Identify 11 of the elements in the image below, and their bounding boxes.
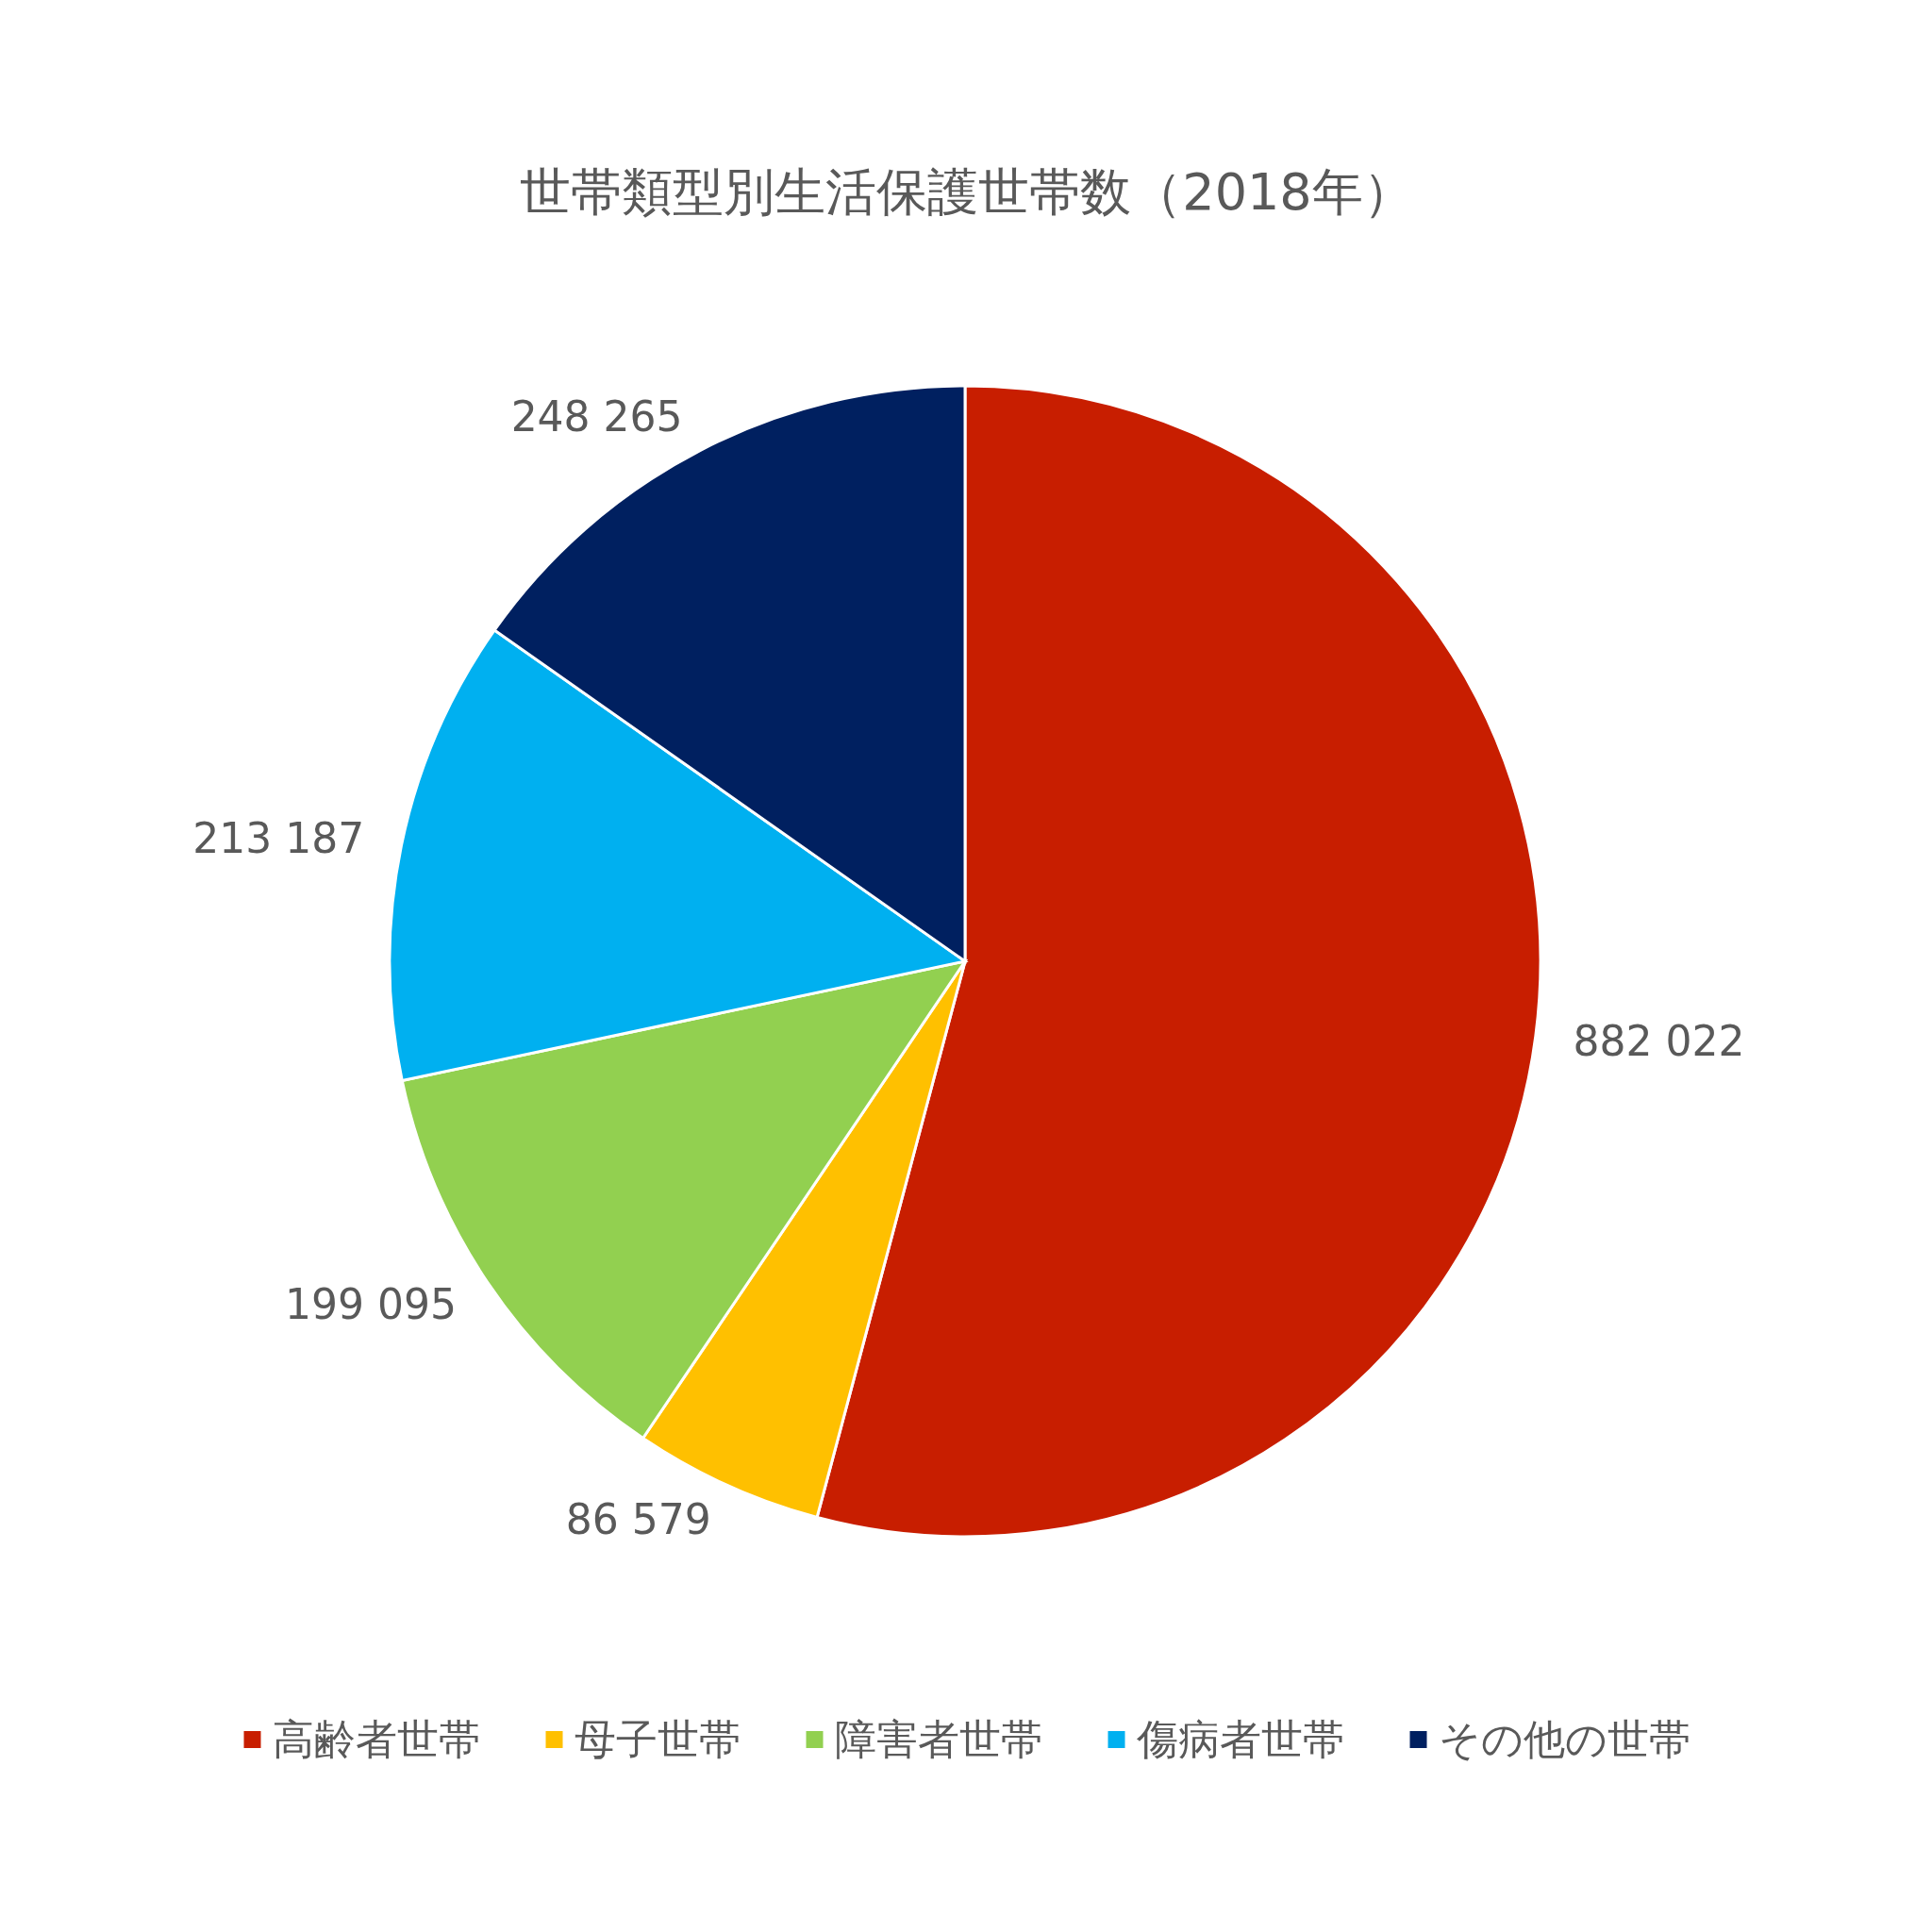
data-label: 882 022 [1573,1016,1745,1065]
chart-title: 世帯類型別生活保護世帯数（2018年） [520,162,1414,222]
data-label: 248 265 [510,392,683,441]
legend-label: その他の世帯 [1438,1715,1690,1764]
data-label: 199 095 [284,1279,457,1328]
legend-label: 傷病者世帯 [1135,1715,1344,1764]
data-label: 86 579 [565,1495,711,1544]
data-label: 213 187 [192,813,365,862]
legend-label: 母子世帯 [574,1715,741,1764]
legend-label: 障害者世帯 [834,1715,1042,1764]
legend-label: 高齢者世帯 [272,1715,480,1764]
